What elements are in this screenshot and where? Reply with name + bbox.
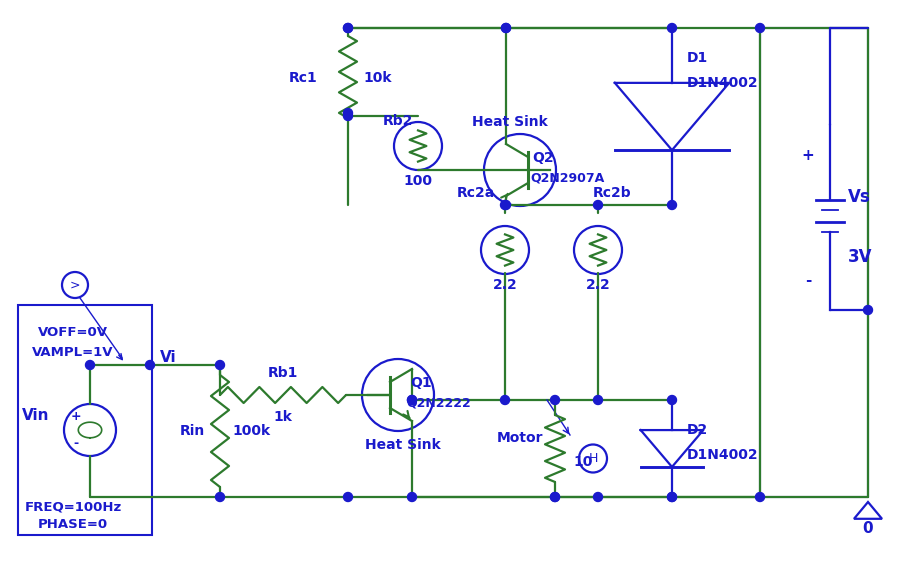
Text: Q2N2907A: Q2N2907A: [530, 171, 604, 184]
Text: 1k: 1k: [274, 410, 292, 424]
Text: +: +: [802, 147, 814, 163]
Text: Vin: Vin: [22, 408, 50, 422]
Text: 10: 10: [573, 455, 592, 469]
Text: >: >: [70, 278, 80, 291]
Circle shape: [344, 493, 353, 501]
Text: Rb1: Rb1: [268, 366, 298, 380]
Circle shape: [408, 395, 417, 404]
Circle shape: [344, 108, 353, 118]
Bar: [18, 305, 152, 535]
Circle shape: [344, 23, 353, 33]
Circle shape: [668, 493, 677, 501]
Text: Q2N2222: Q2N2222: [406, 397, 471, 410]
Text: Rb2: Rb2: [382, 114, 413, 128]
Text: +: +: [70, 411, 81, 424]
Text: D2: D2: [687, 423, 708, 437]
Circle shape: [551, 493, 560, 501]
Circle shape: [593, 201, 602, 209]
Circle shape: [668, 395, 677, 404]
Circle shape: [146, 360, 155, 370]
Text: 2.2: 2.2: [492, 278, 517, 292]
Circle shape: [593, 395, 602, 404]
Circle shape: [755, 23, 764, 33]
Text: FREQ=100Hz: FREQ=100Hz: [24, 501, 122, 514]
Circle shape: [501, 23, 510, 33]
Circle shape: [668, 201, 677, 209]
Text: 100k: 100k: [232, 424, 270, 438]
Circle shape: [215, 493, 224, 501]
Circle shape: [863, 305, 872, 315]
Text: Q1: Q1: [410, 376, 432, 390]
Text: Heat Sink: Heat Sink: [365, 438, 441, 452]
Circle shape: [501, 23, 510, 33]
Text: -: -: [73, 436, 78, 449]
Circle shape: [551, 493, 560, 501]
Circle shape: [86, 360, 94, 370]
Circle shape: [755, 493, 764, 501]
Circle shape: [344, 23, 353, 33]
Circle shape: [551, 395, 560, 404]
Text: 10k: 10k: [363, 71, 392, 85]
Circle shape: [500, 201, 509, 209]
Text: Heat Sink: Heat Sink: [472, 115, 548, 129]
Circle shape: [408, 493, 417, 501]
Text: PHASE=0: PHASE=0: [38, 518, 108, 532]
Text: D1: D1: [687, 51, 708, 65]
Text: 2.2: 2.2: [586, 278, 610, 292]
Text: VAMPL=1V: VAMPL=1V: [32, 346, 113, 360]
Circle shape: [668, 23, 677, 33]
Text: Rc2b: Rc2b: [593, 186, 632, 200]
Text: Q2: Q2: [532, 151, 554, 165]
Circle shape: [668, 493, 677, 501]
Text: H: H: [589, 452, 598, 465]
Circle shape: [500, 395, 509, 404]
Text: 0: 0: [863, 521, 873, 536]
Circle shape: [408, 395, 417, 404]
Circle shape: [593, 493, 602, 501]
Text: VOFF=0V: VOFF=0V: [38, 326, 108, 339]
Text: D1N4002: D1N4002: [687, 448, 759, 462]
Text: -: -: [805, 273, 811, 287]
Bar: [760, 28, 868, 497]
Circle shape: [344, 112, 353, 121]
Text: Vi: Vi: [160, 349, 176, 364]
Text: 3V: 3V: [848, 249, 872, 267]
Text: Rc1: Rc1: [289, 71, 318, 85]
Text: 100: 100: [403, 174, 433, 188]
Text: D1N4002: D1N4002: [687, 76, 759, 90]
Text: Rin: Rin: [180, 424, 205, 438]
Circle shape: [501, 201, 510, 209]
Circle shape: [215, 360, 224, 370]
Text: Rc2a: Rc2a: [456, 186, 495, 200]
Text: Vs: Vs: [848, 188, 871, 207]
Text: Motor: Motor: [497, 432, 544, 446]
